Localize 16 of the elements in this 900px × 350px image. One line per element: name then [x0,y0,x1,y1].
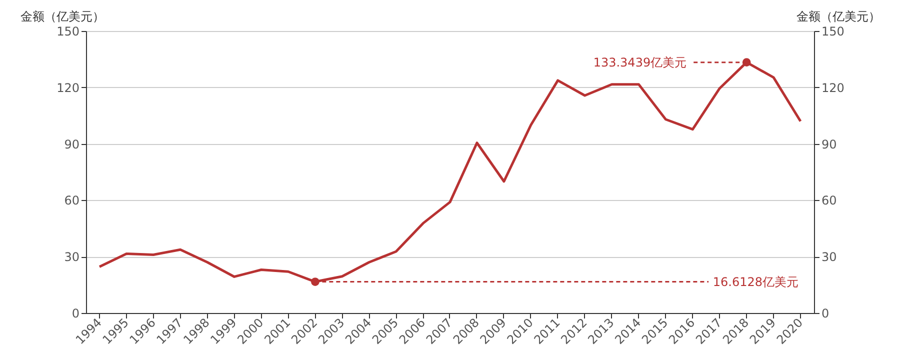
y2-axis-title: 金额（亿美元） [796,10,880,24]
y-tick-label: 90 [64,137,80,152]
y-tick-label: 150 [56,24,80,38]
y2-tick-label: 150 [822,24,844,38]
y-axis-title: 金额（亿美元） [20,10,104,24]
y2-tick-label: 0 [822,306,830,320]
ref-line-label: 133.3439亿美元 [593,55,687,70]
ref-line-label: 16.6128亿美元 [712,274,799,289]
y-tick-label: 0 [72,306,80,320]
y2-tick-label: 120 [822,80,844,95]
y-tick-label: 60 [64,194,80,208]
y2-tick-label: 90 [822,137,837,152]
y2-tick-label: 60 [822,194,837,208]
y-tick-label: 120 [56,80,80,95]
y2-tick-label: 30 [822,250,837,264]
y-tick-label: 30 [64,250,80,264]
